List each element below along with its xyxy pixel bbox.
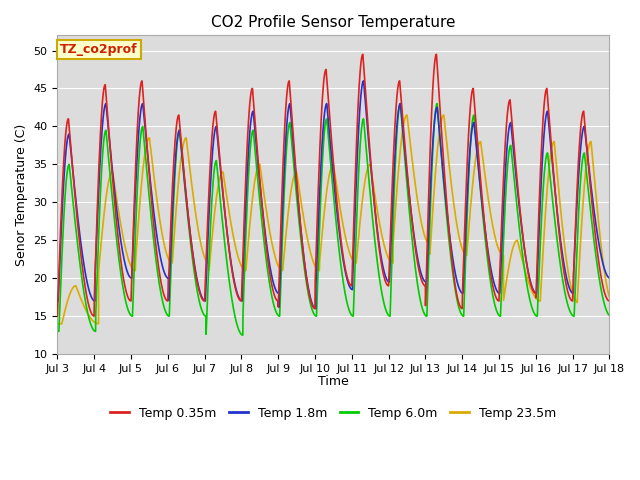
Text: TZ_co2prof: TZ_co2prof (60, 43, 138, 56)
Y-axis label: Senor Temperature (C): Senor Temperature (C) (15, 123, 28, 266)
Title: CO2 Profile Sensor Temperature: CO2 Profile Sensor Temperature (211, 15, 456, 30)
Legend: Temp 0.35m, Temp 1.8m, Temp 6.0m, Temp 23.5m: Temp 0.35m, Temp 1.8m, Temp 6.0m, Temp 2… (106, 402, 561, 425)
X-axis label: Time: Time (318, 375, 349, 388)
